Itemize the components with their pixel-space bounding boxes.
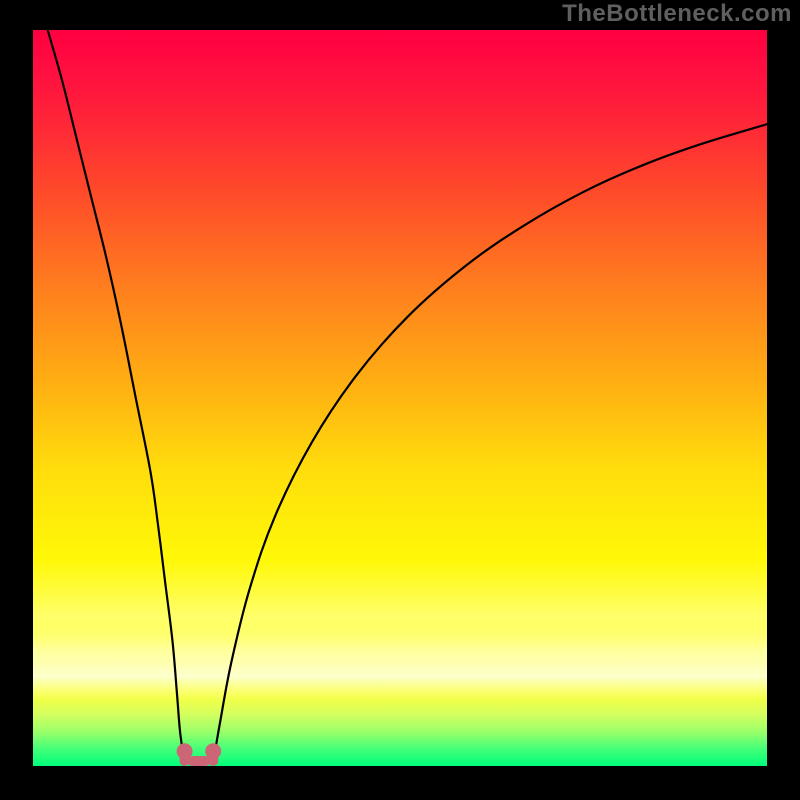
marker-base xyxy=(187,756,210,766)
watermark-text: TheBottleneck.com xyxy=(562,0,792,28)
chart-svg xyxy=(0,0,800,800)
chart-frame: TheBottleneck.com xyxy=(0,0,800,800)
frame-right xyxy=(767,0,800,800)
frame-left xyxy=(0,0,33,800)
frame-bottom xyxy=(0,766,800,800)
highlight-band xyxy=(33,622,767,699)
